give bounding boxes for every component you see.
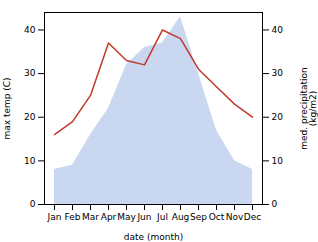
svg-text:May: May [117, 212, 136, 222]
svg-text:0: 0 [272, 199, 278, 209]
svg-text:date (month): date (month) [124, 232, 183, 242]
svg-text:Nov: Nov [226, 212, 244, 222]
svg-text:Aug: Aug [172, 212, 190, 222]
svg-text:40: 40 [24, 25, 36, 35]
svg-text:Oct: Oct [209, 212, 225, 222]
svg-text:40: 40 [272, 25, 284, 35]
svg-text:Apr: Apr [101, 212, 117, 222]
svg-text:Feb: Feb [65, 212, 81, 222]
svg-text:10: 10 [272, 156, 284, 166]
svg-text:10: 10 [24, 156, 36, 166]
svg-text:30: 30 [24, 68, 36, 78]
svg-text:max temp (C): max temp (C) [2, 77, 12, 139]
svg-text:Mar: Mar [82, 212, 99, 222]
svg-text:med. precipitation(kg/m2): med. precipitation(kg/m2) [299, 67, 318, 149]
svg-text:Jun: Jun [136, 212, 151, 222]
svg-text:Jul: Jul [156, 212, 168, 222]
svg-text:Dec: Dec [244, 212, 261, 222]
svg-text:Jan: Jan [47, 212, 62, 222]
svg-text:30: 30 [272, 68, 284, 78]
svg-text:Sep: Sep [190, 212, 207, 222]
svg-text:20: 20 [24, 112, 36, 122]
svg-text:20: 20 [272, 112, 284, 122]
svg-text:0: 0 [30, 199, 36, 209]
